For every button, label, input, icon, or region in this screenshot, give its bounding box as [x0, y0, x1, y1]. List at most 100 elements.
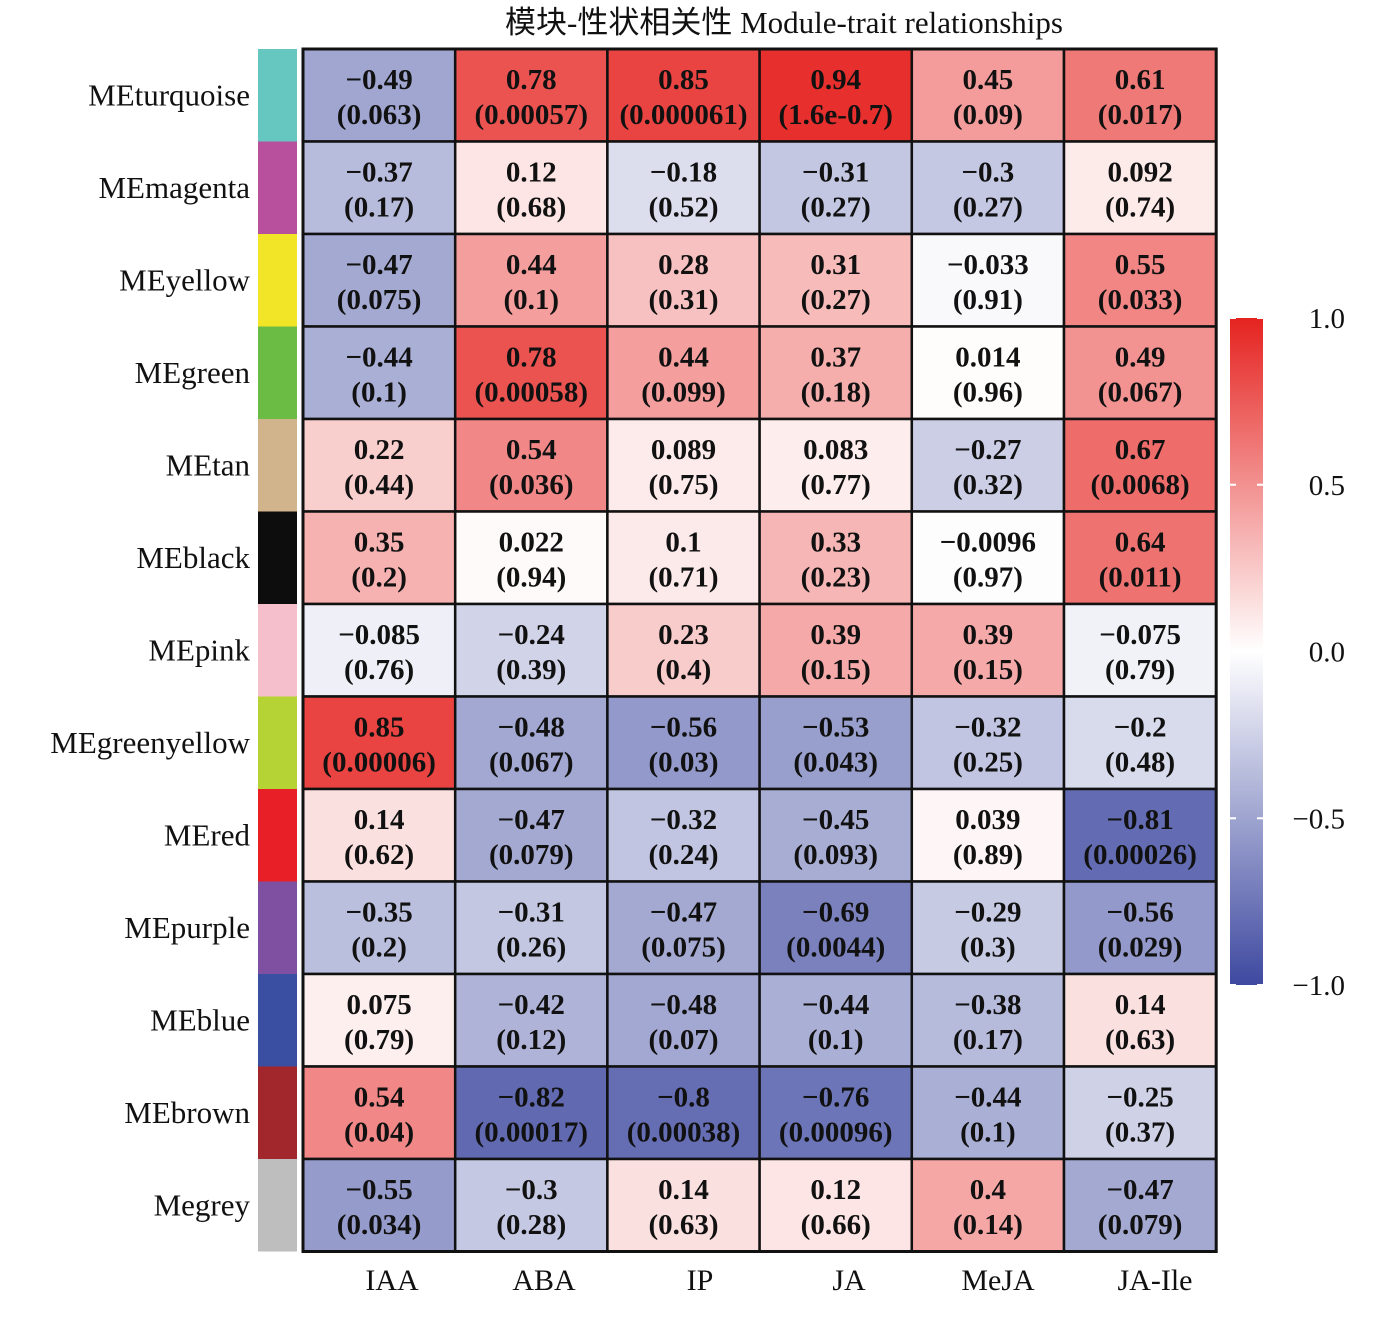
heatmap-cell: [301, 602, 457, 698]
cell-pvalue: (0.14): [953, 1209, 1023, 1241]
cell-correlation: 0.35: [354, 527, 405, 559]
cell-pvalue: (0.079): [489, 839, 574, 871]
cell-pvalue: (0.15): [801, 654, 871, 686]
cell-pvalue: (1.6e-0.7): [779, 99, 893, 131]
cell-pvalue: (0.067): [489, 747, 574, 779]
cell-correlation: −0.24: [498, 619, 565, 651]
cell-pvalue: (0.000061): [619, 99, 747, 131]
cell-pvalue: (0.77): [801, 469, 871, 501]
cell-correlation: −0.29: [954, 897, 1021, 929]
module-color-swatches: [258, 49, 297, 1252]
cell-pvalue: (0.96): [953, 377, 1023, 409]
cell-correlation: 0.49: [1115, 342, 1166, 374]
cell-pvalue: (0.24): [648, 839, 718, 871]
heatmap-cell: [606, 1065, 761, 1161]
cell-correlation: 0.23: [658, 619, 709, 651]
cell-correlation: −0.25: [1106, 1082, 1173, 1114]
heatmap-cell: [453, 1157, 609, 1253]
module-swatch: [258, 141, 297, 234]
cell-correlation: 0.14: [658, 1174, 709, 1206]
cell-pvalue: (0.029): [1098, 932, 1183, 964]
cell-pvalue: (0.25): [953, 747, 1023, 779]
cell-pvalue: (0.00026): [1083, 839, 1197, 871]
cell-correlation: −0.45: [802, 804, 869, 836]
heatmap-cell: [758, 695, 914, 791]
cell-pvalue: (0.32): [953, 469, 1023, 501]
row-label: MEpurple: [124, 910, 250, 945]
cell-correlation: 0.31: [810, 249, 861, 281]
heatmap-cell: [910, 695, 1066, 791]
cell-correlation: −0.18: [650, 157, 717, 189]
cell-correlation: 0.12: [810, 1174, 861, 1206]
cell-pvalue: (0.79): [344, 1024, 414, 1056]
cell-correlation: −0.3: [505, 1174, 558, 1206]
heatmap-cell: [1062, 510, 1218, 606]
cell-pvalue: (0.17): [344, 192, 414, 224]
colorbar-tick-label: 0.0: [1309, 637, 1345, 669]
cell-correlation: 0.083: [803, 434, 868, 466]
heatmap-cell: [301, 787, 457, 883]
heatmap-cell: [910, 1157, 1066, 1253]
cell-pvalue: (0.034): [337, 1209, 422, 1241]
cell-pvalue: (0.94): [496, 562, 566, 594]
heatmap-cell: [758, 602, 914, 698]
heatmap-border: [301, 47, 1218, 1253]
cell-correlation: 0.089: [651, 434, 716, 466]
cell-correlation: 0.45: [963, 64, 1014, 96]
cell-correlation: 0.67: [1115, 434, 1166, 466]
row-label: MEblue: [150, 1002, 250, 1037]
cell-correlation: 0.39: [963, 619, 1014, 651]
heatmap-cell: [606, 325, 761, 421]
heatmap-cell: [301, 880, 457, 976]
heatmap-cell: [606, 787, 761, 883]
cell-correlation: −0.42: [498, 989, 565, 1021]
cell-correlation: −0.32: [650, 804, 717, 836]
column-labels: IAA ABA IP JA MeJA JA-Ile: [365, 1264, 1192, 1297]
heatmap-cell: [606, 417, 761, 513]
cell-pvalue: (0.27): [953, 192, 1023, 224]
cell-pvalue: (0.63): [1105, 1024, 1175, 1056]
colorbar-tick-label: −0.5: [1292, 803, 1345, 835]
cell-correlation: −0.47: [498, 804, 565, 836]
heatmap-cell: [1062, 1157, 1218, 1253]
cell-correlation: −0.44: [954, 1082, 1021, 1114]
column-label: ABA: [512, 1264, 576, 1297]
heatmap-cell: [758, 1157, 914, 1253]
cell-correlation: −0.53: [802, 712, 869, 744]
cell-correlation: −0.31: [802, 157, 869, 189]
cell-correlation: −0.48: [650, 989, 717, 1021]
cell-correlation: 0.039: [955, 804, 1020, 836]
cell-pvalue: (0.1): [351, 377, 407, 409]
heatmap-cell: [453, 787, 609, 883]
heatmap-cell: [453, 47, 609, 143]
cell-correlation: −0.35: [345, 897, 412, 929]
cell-correlation: 0.78: [506, 64, 557, 96]
heatmap-cell: [910, 787, 1066, 883]
heatmap-cells: −0.49(0.063)0.78(0.00057)0.85(0.000061)0…: [301, 47, 1218, 1253]
row-label: MEmagenta: [98, 170, 250, 205]
cell-correlation: 0.28: [658, 249, 709, 281]
module-swatch: [258, 1066, 297, 1159]
colorbar-tick-label: 1.0: [1309, 303, 1345, 335]
cell-pvalue: (0.1): [808, 1024, 864, 1056]
heatmap-cell: [758, 140, 914, 236]
cell-pvalue: (0.00058): [475, 377, 589, 409]
cell-pvalue: (0.71): [648, 562, 718, 594]
cell-correlation: −0.27: [954, 434, 1021, 466]
cell-pvalue: (0.036): [489, 469, 574, 501]
cell-correlation: −0.2: [1114, 712, 1167, 744]
cell-correlation: 0.014: [955, 342, 1020, 374]
cell-pvalue: (0.37): [1105, 1117, 1175, 1149]
cell-correlation: −0.033: [947, 249, 1029, 281]
heatmap-cell: [1062, 1065, 1218, 1161]
row-label: MEyellow: [119, 262, 250, 297]
cell-correlation: −0.56: [1106, 897, 1173, 929]
cell-pvalue: (0.1): [504, 284, 560, 316]
module-swatch: [258, 1159, 297, 1252]
cell-correlation: −0.49: [345, 64, 412, 96]
module-swatch: [258, 789, 297, 882]
cell-pvalue: (0.03): [648, 747, 718, 779]
cell-correlation: −0.44: [345, 342, 412, 374]
colorbar: 1.0 0.5 0.0 −0.5 −1.0: [1230, 303, 1345, 1002]
